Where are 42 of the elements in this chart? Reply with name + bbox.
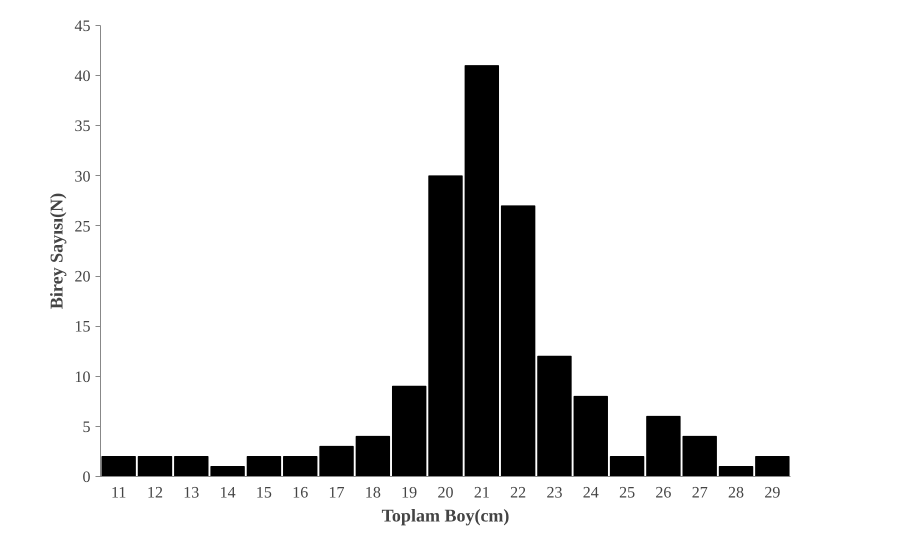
y-tick-label: 25 bbox=[74, 218, 90, 236]
bar bbox=[755, 456, 790, 476]
bar bbox=[283, 456, 318, 476]
y-tick-label: 15 bbox=[74, 318, 90, 336]
y-tick-label: 5 bbox=[82, 418, 90, 436]
y-tick-label: 20 bbox=[74, 268, 90, 286]
x-tick-label: 23 bbox=[546, 484, 562, 502]
bar bbox=[138, 456, 172, 476]
y-tick-label: 40 bbox=[74, 68, 90, 86]
bar bbox=[101, 456, 136, 476]
x-tick-label: 12 bbox=[146, 484, 163, 502]
x-tick-label: 22 bbox=[510, 484, 526, 502]
x-tick-label: 13 bbox=[183, 484, 200, 502]
y-tick-label: 10 bbox=[74, 368, 90, 386]
bar bbox=[174, 456, 208, 476]
bar bbox=[574, 396, 608, 476]
y-tick-label: 35 bbox=[74, 118, 90, 136]
x-tick-label: 16 bbox=[292, 484, 308, 502]
x-tick-label: 19 bbox=[401, 484, 418, 502]
x-tick-label: 11 bbox=[110, 484, 126, 502]
x-tick-label: 18 bbox=[364, 484, 381, 502]
x-tick-label: 21 bbox=[474, 484, 490, 502]
y-tick-label: 30 bbox=[74, 168, 90, 186]
x-tick-label: 26 bbox=[655, 484, 672, 502]
bar bbox=[428, 175, 463, 476]
bar bbox=[682, 436, 717, 476]
bar bbox=[718, 466, 754, 476]
y-tick-label: 45 bbox=[74, 18, 90, 35]
x-tick-label: 17 bbox=[328, 484, 345, 502]
x-tick-label: 20 bbox=[438, 484, 454, 502]
bar bbox=[464, 65, 500, 476]
x-tick-label: 25 bbox=[619, 484, 636, 502]
x-tick-label: 27 bbox=[692, 484, 708, 502]
x-tick-label: 29 bbox=[764, 484, 780, 502]
x-tick-label: 28 bbox=[728, 484, 744, 502]
y-axis-title: Birey Sayısı(N) bbox=[46, 192, 66, 310]
bar bbox=[392, 386, 426, 476]
y-tick-label: 0 bbox=[82, 469, 90, 486]
x-axis-title: Toplam Boy(cm) bbox=[382, 506, 510, 526]
x-tick-label: 14 bbox=[220, 484, 236, 502]
x-tick-label: 15 bbox=[256, 484, 272, 502]
x-tick-label: 24 bbox=[582, 484, 599, 502]
